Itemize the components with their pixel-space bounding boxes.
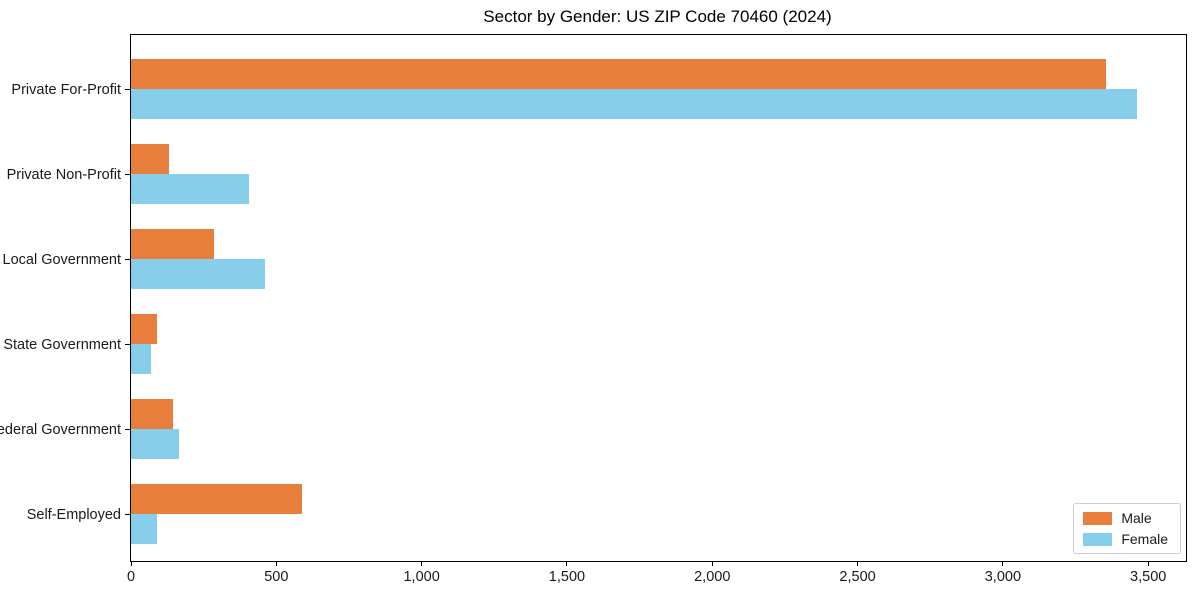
y-axis-label-private-for-profit: Private For-Profit bbox=[11, 81, 121, 98]
x-axis-tick-label-3-000: 3,000 bbox=[984, 569, 1022, 585]
y-axis-label-private-non-profit: Private Non-Profit bbox=[6, 166, 121, 183]
legend-entry-male: Male bbox=[1083, 511, 1168, 525]
y-axis-tick bbox=[125, 344, 131, 346]
bar-male-private-for-profit bbox=[131, 59, 1107, 90]
y-axis-tick bbox=[125, 429, 131, 431]
x-axis-tick-label-500: 500 bbox=[264, 569, 289, 585]
x-axis-tick-label-1-000: 1,000 bbox=[403, 569, 440, 585]
legend-swatch-female bbox=[1083, 532, 1113, 546]
plot-area: Male Female Private For-Profit Private Non… bbox=[0, 34, 1187, 585]
legend: Male Female bbox=[1073, 503, 1181, 554]
bar-female-federal-government bbox=[131, 429, 179, 460]
x-axis-tick-label-2-500: 2,500 bbox=[839, 569, 876, 585]
legend-swatch-male bbox=[1083, 511, 1113, 525]
y-axis-label-state-government: State Government bbox=[3, 336, 121, 353]
bar-female-local-government bbox=[131, 259, 265, 290]
legend-label-female: Female bbox=[1121, 531, 1168, 547]
x-axis-tick bbox=[711, 561, 713, 566]
x-axis-tick-label-1-500: 1,500 bbox=[548, 569, 586, 585]
x-axis-tick bbox=[566, 561, 568, 566]
y-axis-label-local-government: Local Government bbox=[2, 251, 121, 268]
y-axis-label-federal-government: Federal Government bbox=[0, 421, 121, 438]
bar-male-local-government bbox=[131, 229, 214, 260]
x-axis-tick bbox=[421, 561, 423, 566]
bar-male-state-government bbox=[131, 314, 158, 345]
bar-male-private-non-profit bbox=[131, 144, 169, 175]
bar-female-private-non-profit bbox=[131, 174, 249, 205]
legend-entry-female: Female bbox=[1083, 532, 1168, 546]
bar-male-federal-government bbox=[131, 399, 174, 430]
chart-title: Sector by Gender: US ZIP Code 70460 (202… bbox=[483, 7, 832, 26]
x-axis-tick-label-2-000: 2,000 bbox=[694, 569, 731, 585]
x-axis-tick bbox=[1147, 561, 1149, 566]
y-axis-tick bbox=[125, 174, 131, 176]
legend-label-male: Male bbox=[1121, 510, 1152, 526]
y-axis-tick bbox=[125, 89, 131, 91]
x-axis-tick bbox=[857, 561, 859, 566]
bar-male-self-employed bbox=[131, 484, 303, 515]
y-axis-tick bbox=[125, 259, 131, 261]
x-axis-tick-label-3-500: 3,500 bbox=[1130, 569, 1167, 585]
y-axis-tick bbox=[125, 514, 131, 516]
x-axis-tick-label-0: 0 bbox=[126, 569, 136, 585]
bar-female-self-employed bbox=[131, 514, 158, 545]
bar-female-state-government bbox=[131, 344, 152, 375]
y-axis-label-self-employed: Self-Employed bbox=[26, 506, 121, 523]
x-axis-tick bbox=[130, 561, 132, 566]
x-axis-tick bbox=[275, 561, 277, 566]
bar-female-private-for-profit bbox=[131, 89, 1137, 120]
x-axis-tick bbox=[1002, 561, 1004, 566]
